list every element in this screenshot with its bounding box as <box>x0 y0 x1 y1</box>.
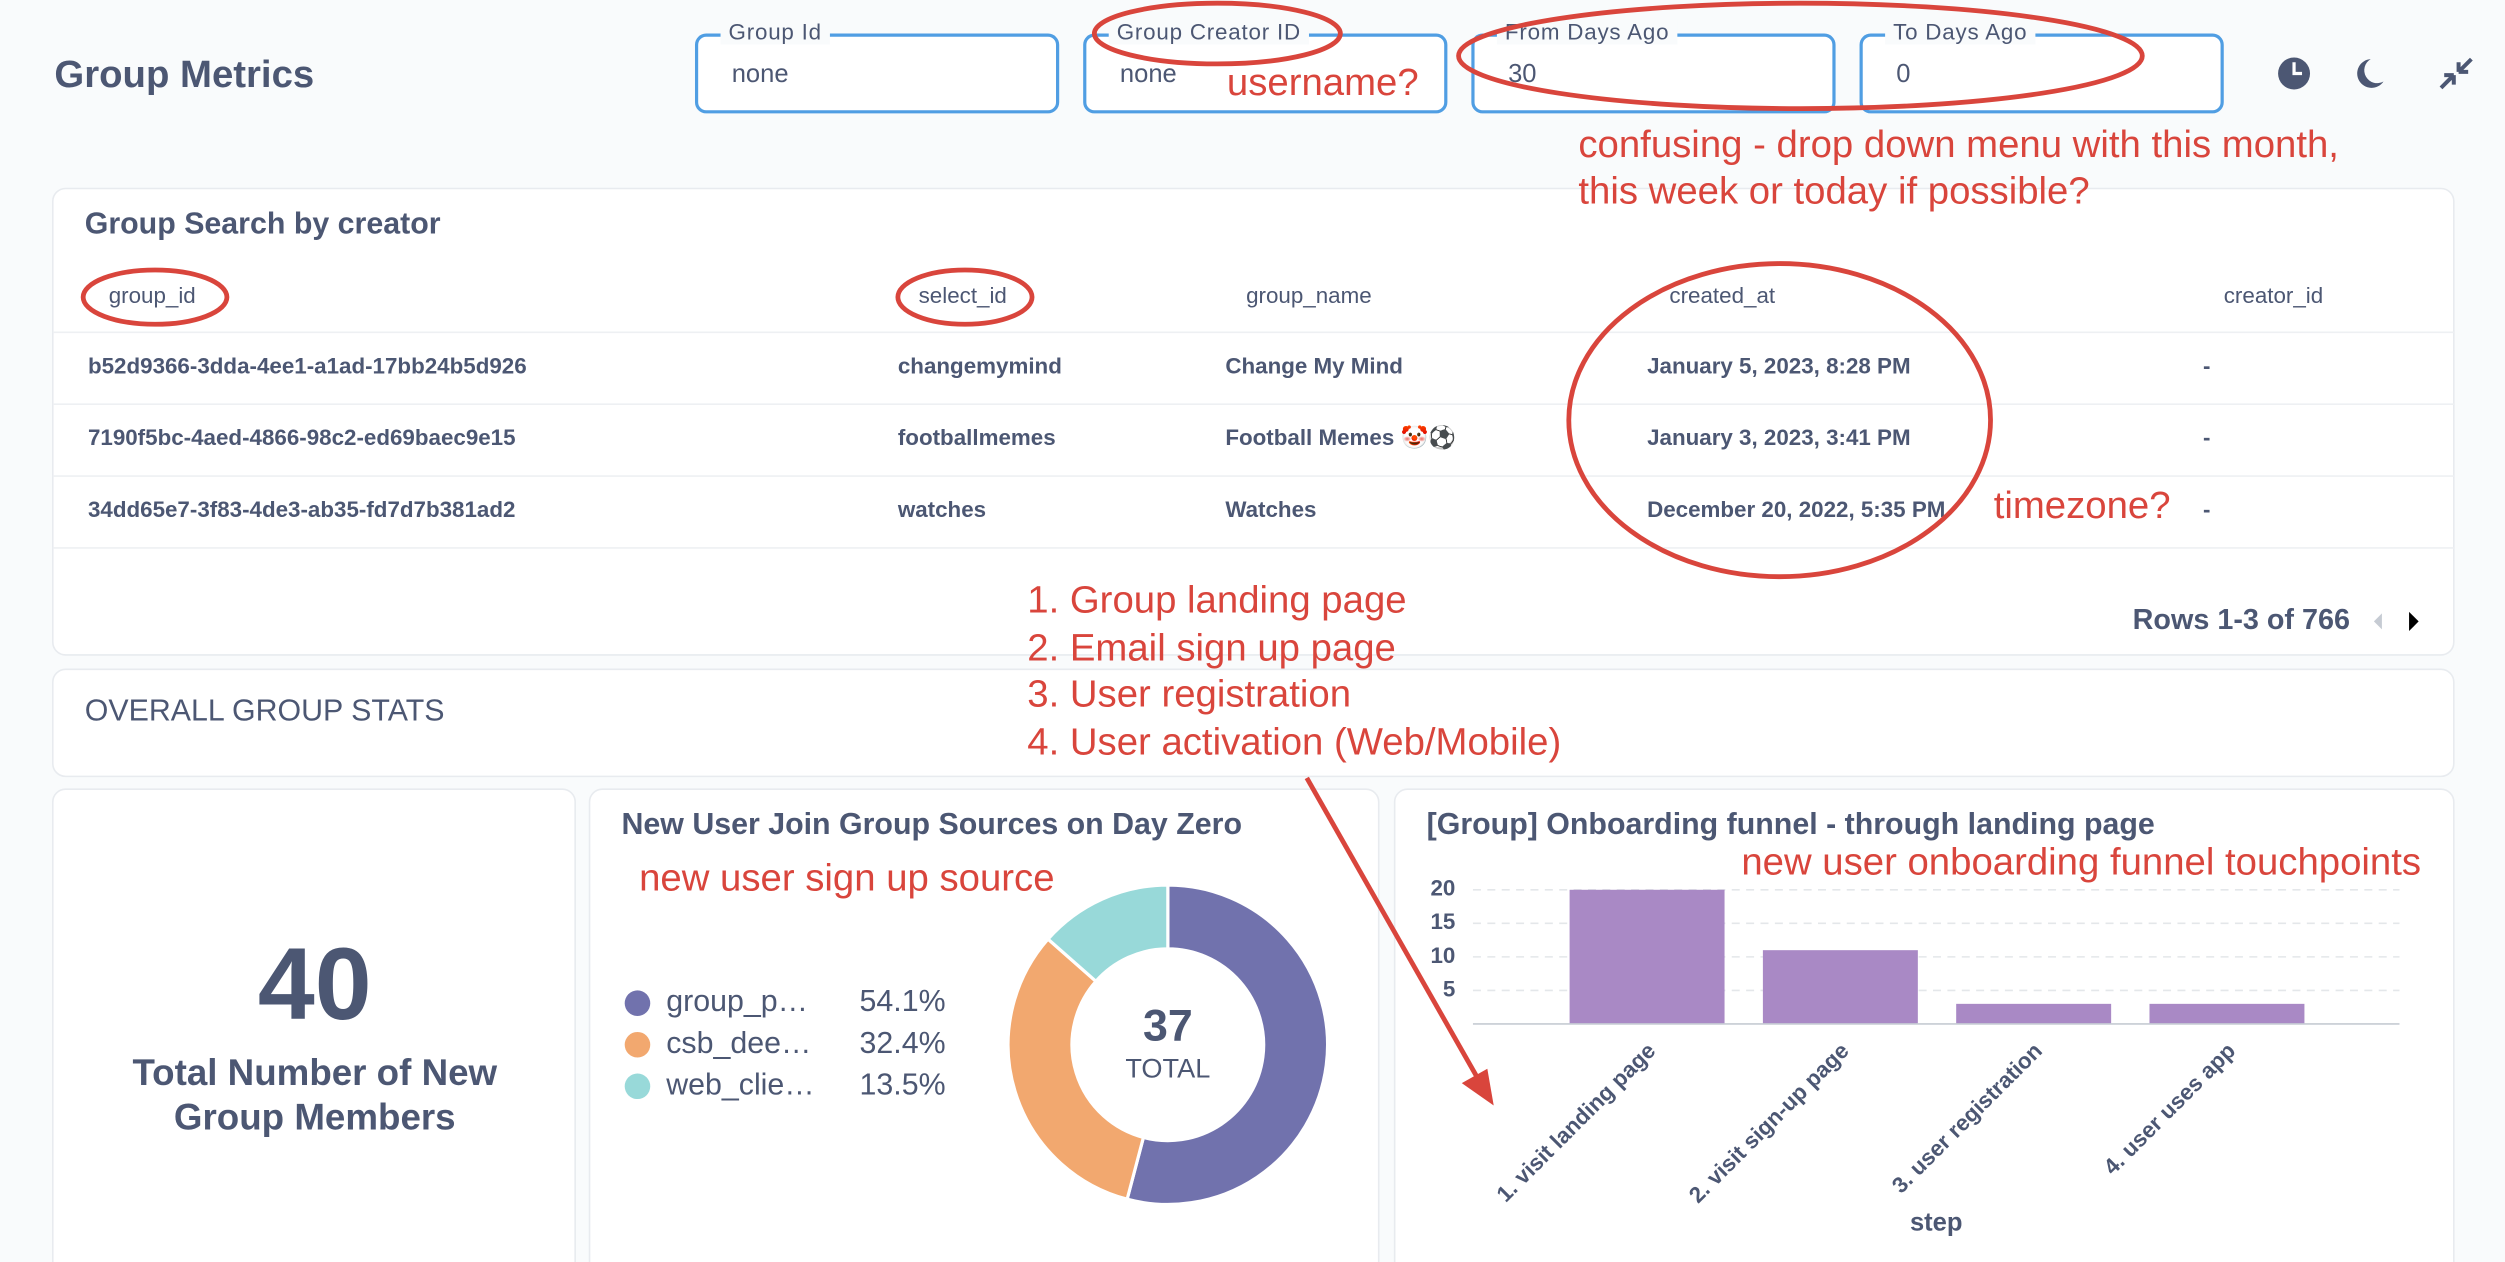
section-card <box>52 668 2455 778</box>
legend-dot <box>624 990 651 1016</box>
night-mode-icon[interactable] <box>2357 59 2384 88</box>
table-cell: watches <box>897 497 986 522</box>
page-title: Group Metrics <box>54 53 314 96</box>
legend-value: 54.1% <box>860 985 946 1018</box>
legend-value: 32.4% <box>860 1027 946 1060</box>
y-tick-label: 10 <box>1431 943 1456 968</box>
donut-total: 37 <box>1143 1002 1193 1051</box>
annotation-arrow <box>1304 776 1480 1080</box>
column-header[interactable]: select_id <box>919 283 1007 308</box>
annotation: username? <box>1227 61 1419 104</box>
annotation-circle <box>80 267 230 327</box>
table-cell: 7190f5bc-4aed-4866-98c2-ed69baec9e15 <box>88 425 516 450</box>
filter-value: none <box>1120 60 1177 88</box>
filter-label: Group Id <box>729 19 822 44</box>
annotations: username? confusing - drop down menu wit… <box>80 0 2421 1106</box>
column-header[interactable]: creator_id <box>2224 283 2323 308</box>
legend-label: group_p… <box>666 985 808 1018</box>
stat-value: 40 <box>258 926 372 1041</box>
table-cell: changemymind <box>898 353 1062 378</box>
annotation: 1. Group landing page <box>1027 578 1406 621</box>
table-cell: January 3, 2023, 3:41 PM <box>1647 425 1911 450</box>
chart-title: New User Join Group Sources on Day Zero <box>622 808 1243 841</box>
chart-title: [Group] Onboarding funnel - through land… <box>1427 808 2155 841</box>
prev-page[interactable] <box>2373 613 2382 630</box>
annotation: new user sign up source <box>639 856 1054 899</box>
clock-hands <box>2292 62 2303 76</box>
donut-total-label: TOTAL <box>1125 1052 1210 1083</box>
bar[interactable] <box>1569 889 1725 1024</box>
bar[interactable] <box>2149 1003 2305 1024</box>
annotation-circle <box>1566 261 1993 580</box>
stat-card <box>52 788 576 1262</box>
x-axis-label: step <box>1910 1208 1963 1236</box>
table-cell: Change My Mind <box>1225 353 1403 378</box>
annotation: this week or today if possible? <box>1578 169 2089 212</box>
fullscreen-icon[interactable] <box>2439 57 2473 90</box>
annotation: confusing - drop down menu with this mon… <box>1578 123 2339 166</box>
table-cell: 34dd65e7-3f83-4de3-ab35-fd7d7b381ad2 <box>88 497 516 522</box>
table-cell: Watches <box>1225 497 1316 522</box>
annotation: timezone? <box>1994 484 2171 527</box>
table-cell: Football Memes 🤡⚽ <box>1225 424 1456 450</box>
filter-value: none <box>732 60 789 88</box>
donut-slice[interactable] <box>1125 883 1330 1207</box>
arrow-head <box>1461 1068 1494 1106</box>
table-title: Group Search by creator <box>85 207 441 240</box>
annotation-circle <box>1091 0 1343 67</box>
stat-label: Total Number of New <box>132 1052 497 1093</box>
section-title: OVERALL GROUP STATS <box>85 694 445 727</box>
stat-label: Group Members <box>174 1097 456 1138</box>
y-tick-label: 5 <box>1443 976 1455 1001</box>
filter-label-bg <box>1885 19 2036 45</box>
table-cell: - <box>2203 497 2210 522</box>
table-cell: - <box>2203 425 2210 450</box>
annotation: 4. User activation (Web/Mobile) <box>1027 721 1561 764</box>
filter-label-bg <box>1108 19 1309 45</box>
donut-slice[interactable] <box>1006 936 1146 1202</box>
bar[interactable] <box>1762 950 1918 1024</box>
filter-label: To Days Ago <box>1893 19 2027 44</box>
donut-slice[interactable] <box>1045 883 1170 984</box>
legend-dot <box>624 1031 651 1058</box>
toolbar-icons[interactable] <box>2278 57 2473 90</box>
annotation-circle <box>895 267 1035 327</box>
column-header[interactable]: group_name <box>1246 283 1372 308</box>
filter-label-bg <box>720 19 830 45</box>
filter-input[interactable] <box>694 33 1060 114</box>
annotation: 3. User registration <box>1027 673 1351 716</box>
annotation: new user onboarding funnel touchpoints <box>1741 840 2421 883</box>
annotation-circle <box>1456 0 2145 112</box>
table-cell: footballmemes <box>898 425 1056 450</box>
bar[interactable] <box>1956 1003 2112 1024</box>
column-header[interactable]: group_id <box>109 283 196 308</box>
filter-value: 0 <box>1896 60 1910 88</box>
table-cell: December 20, 2022, 5:35 PM <box>1647 497 1945 522</box>
legend-label: csb_dee… <box>666 1027 811 1060</box>
table-card <box>52 187 2455 656</box>
pagination: Rows 1-3 of 766 <box>2133 604 2350 636</box>
table-cell: - <box>2203 353 2210 378</box>
table-cell: January 5, 2023, 8:28 PM <box>1647 353 1911 378</box>
legend-value: 13.5% <box>860 1068 946 1101</box>
y-tick-label: 15 <box>1431 909 1456 934</box>
column-header[interactable]: created_at <box>1669 283 1775 308</box>
annotation: 2. Email sign up page <box>1027 626 1396 669</box>
filter-input[interactable] <box>1859 33 2224 114</box>
legend-dot <box>624 1073 651 1100</box>
filter-label: Group Creator ID <box>1117 19 1301 44</box>
table-cell: b52d9366-3dda-4ee1-a1ad-17bb24b5d926 <box>88 353 527 378</box>
legend-label: web_clie… <box>665 1068 814 1101</box>
y-tick-label: 20 <box>1431 876 1456 901</box>
next-page[interactable] <box>2409 611 2419 631</box>
